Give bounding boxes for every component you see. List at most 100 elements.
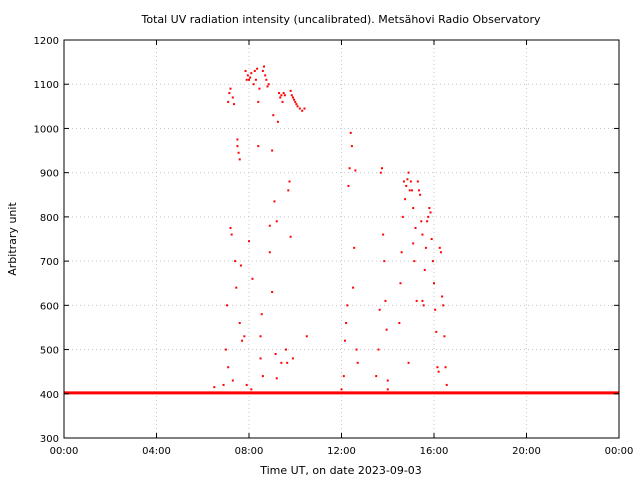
data-point xyxy=(286,361,289,364)
data-point xyxy=(296,105,299,108)
y-tick-label: 400 xyxy=(40,390,59,401)
y-axis-label: Arbitrary unit xyxy=(6,202,19,276)
data-point xyxy=(280,94,283,97)
data-point xyxy=(226,304,229,307)
data-point xyxy=(435,330,438,333)
data-point xyxy=(250,72,253,75)
data-point xyxy=(278,92,281,95)
data-point xyxy=(258,87,261,90)
data-point xyxy=(236,145,239,148)
data-point xyxy=(353,246,356,249)
data-point xyxy=(414,226,417,229)
data-point xyxy=(424,246,427,249)
data-point xyxy=(426,220,429,223)
data-point xyxy=(288,180,291,183)
data-point xyxy=(433,282,435,285)
data-point xyxy=(444,366,447,369)
data-point xyxy=(256,67,259,70)
data-point xyxy=(231,96,234,99)
data-point xyxy=(245,78,248,81)
data-point xyxy=(289,89,292,92)
data-point xyxy=(276,120,279,123)
data-point xyxy=(404,198,407,201)
data-point xyxy=(229,87,232,90)
data-point xyxy=(234,260,237,263)
data-point xyxy=(422,304,425,307)
data-point xyxy=(436,366,439,369)
y-tick-label: 1000 xyxy=(34,124,59,135)
data-point xyxy=(399,282,402,285)
data-point xyxy=(301,109,304,112)
x-tick-label: 16:00 xyxy=(420,446,449,457)
data-point xyxy=(427,215,430,218)
data-point xyxy=(268,224,271,227)
data-point xyxy=(375,375,378,378)
data-point xyxy=(260,313,263,316)
data-point xyxy=(245,383,248,386)
data-point xyxy=(378,308,381,311)
data-point xyxy=(257,100,260,103)
data-point xyxy=(280,361,283,364)
data-point xyxy=(239,264,242,267)
data-point xyxy=(227,366,230,369)
data-point xyxy=(379,171,382,174)
y-tick-label: 300 xyxy=(40,434,59,445)
data-point xyxy=(386,388,389,391)
data-point xyxy=(249,76,252,79)
data-point xyxy=(213,386,216,389)
data-point xyxy=(244,69,247,72)
data-point xyxy=(236,138,239,141)
data-point xyxy=(398,322,401,325)
data-point xyxy=(290,94,293,97)
data-point xyxy=(352,286,355,289)
x-tick-label: 04:00 xyxy=(142,446,171,457)
data-point xyxy=(348,167,351,170)
y-tick-label: 800 xyxy=(40,213,59,224)
data-point xyxy=(261,69,264,72)
data-point xyxy=(421,233,424,236)
data-point xyxy=(384,299,387,302)
x-tick-label: 12:00 xyxy=(327,446,356,457)
data-point xyxy=(431,260,434,263)
data-point xyxy=(275,220,278,223)
data-point xyxy=(406,178,409,181)
data-point xyxy=(355,348,358,351)
data-point xyxy=(287,189,290,192)
y-tick-label: 1100 xyxy=(34,80,59,91)
data-point xyxy=(252,83,255,86)
data-point xyxy=(305,335,308,338)
data-point xyxy=(409,180,412,183)
data-point xyxy=(282,92,285,95)
x-axis-ticks: 00:00 04:00 08:00 12:00 16:00 20:00 00:00 xyxy=(50,40,633,457)
data-point xyxy=(400,251,403,254)
data-point xyxy=(281,100,284,103)
data-point xyxy=(248,78,250,81)
data-point xyxy=(343,339,346,342)
data-point xyxy=(350,145,353,148)
data-point xyxy=(340,388,343,391)
data-point xyxy=(257,145,260,148)
data-point xyxy=(265,78,268,81)
data-point xyxy=(272,114,275,117)
data-point xyxy=(345,322,348,325)
data-point xyxy=(238,158,241,161)
data-point xyxy=(412,242,415,245)
data-point xyxy=(289,235,292,238)
data-point xyxy=(224,348,227,351)
data-point xyxy=(235,286,238,289)
data-point xyxy=(264,74,267,77)
data-point xyxy=(342,375,345,378)
data-point xyxy=(441,295,444,298)
data-point xyxy=(263,65,266,68)
data-point xyxy=(439,251,442,254)
data-point xyxy=(238,322,241,325)
data-point xyxy=(241,339,244,342)
data-point xyxy=(349,131,352,134)
data-point xyxy=(385,328,388,331)
data-point xyxy=(275,377,278,380)
data-point xyxy=(271,291,274,294)
data-point xyxy=(420,220,423,223)
data-point xyxy=(401,215,404,218)
data-point xyxy=(222,383,225,386)
